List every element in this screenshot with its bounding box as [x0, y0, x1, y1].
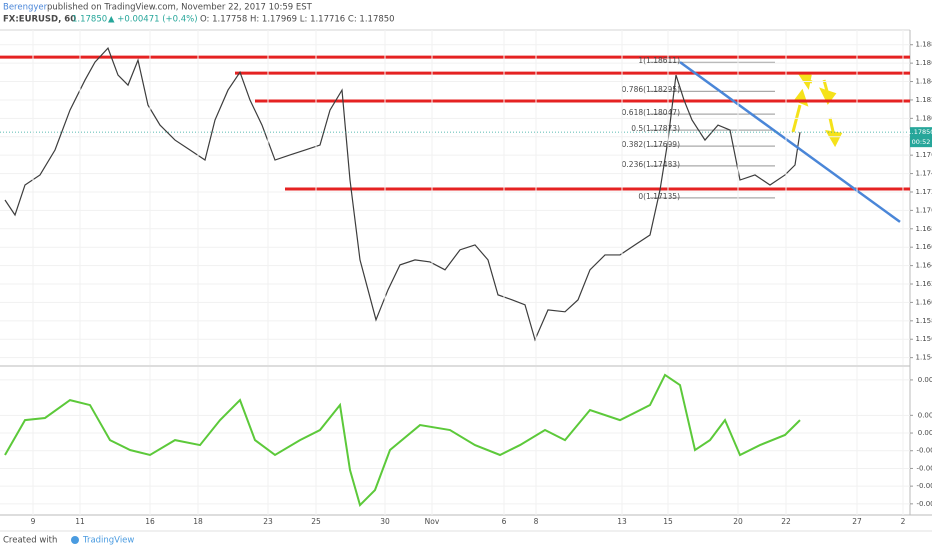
y-tick-label: 1.16400	[916, 262, 932, 270]
fib-label: 0.618(1.18047)	[622, 108, 680, 117]
logo	[71, 536, 79, 544]
x-tick-label: 15	[663, 517, 673, 526]
x-tick-label: 20	[733, 517, 743, 526]
x-tick-label: 2	[901, 517, 906, 526]
y-tick-label: 1.16200	[916, 280, 932, 288]
published: published on TradingView.com, November 2…	[47, 3, 313, 13]
x-tick-label: 23	[263, 517, 273, 526]
change: ▲ +0.00471 (+0.4%)	[108, 15, 198, 25]
y-tick-label: 1.17600	[916, 151, 932, 159]
symbol: FX:EURUSD, 60	[3, 15, 76, 25]
x-tick-label: 25	[311, 517, 321, 526]
arrow-head	[796, 71, 812, 90]
x-tick-label: 30	[380, 517, 390, 526]
price-tag-label: 1.17850	[908, 128, 932, 136]
x-tick-label: 27	[852, 517, 862, 526]
y-tick-label: 1.15400	[916, 354, 932, 362]
y-tick-label: 1.16600	[916, 243, 932, 251]
x-tick-label: 16	[145, 517, 155, 526]
y-tick-label: 0.0030	[918, 376, 932, 384]
x-tick-label: 13	[617, 517, 627, 526]
y-tick-label: -0.0010	[916, 447, 932, 455]
fib-label: 0.786(1.18295)	[622, 85, 680, 94]
fib-label: 0.236(1.17483)	[622, 160, 680, 169]
ohlc: O: 1.17758 H: 1.17969 L: 1.17716 C: 1.17…	[200, 15, 395, 25]
y-tick-label: -0.0040	[916, 500, 932, 508]
x-tick-label: 18	[193, 517, 203, 526]
y-tick-label: 1.15800	[916, 317, 932, 325]
y-tick-label: 1.18400	[916, 78, 932, 86]
y-tick-label: 1.18800	[916, 41, 932, 49]
fib-label: 0(1.17135)	[638, 192, 680, 201]
x-tick-label: 22	[781, 517, 791, 526]
y-tick-label: 1.17400	[916, 170, 932, 178]
x-tick-label: 11	[75, 517, 85, 526]
footer-created: Created with	[3, 536, 57, 546]
y-tick-label: 1.16800	[916, 225, 932, 233]
countdown: 00:52	[912, 138, 931, 146]
y-tick-label: -0.0030	[916, 482, 932, 490]
arrow-head	[825, 129, 843, 148]
y-tick-label: 1.17000	[916, 206, 932, 214]
fib-label: 0.382(1.17699)	[622, 140, 680, 149]
price-tag	[910, 127, 932, 148]
x-tick-label: 8	[534, 517, 539, 526]
x-tick-label: Nov	[425, 517, 440, 526]
y-tick-label: 1.16000	[916, 298, 932, 306]
y-tick-label: 0.0000	[918, 429, 932, 437]
y-tick-label: 1.17200	[916, 188, 932, 196]
series-line	[4, 373, 801, 507]
y-tick-label: 0.0010	[918, 411, 932, 419]
fib-label: 1(1.18611)	[638, 56, 680, 65]
x-tick-label: 6	[502, 517, 507, 526]
series-line	[4, 47, 801, 342]
y-tick-label: 1.15600	[916, 335, 932, 343]
fib-label: 0.5(1.17873)	[631, 124, 680, 133]
y-tick-label: -0.0020	[916, 464, 932, 472]
arrow-head	[819, 87, 837, 105]
author: Berengyer	[3, 3, 48, 13]
trend-line	[679, 61, 901, 223]
y-tick-label: 1.18200	[916, 96, 932, 104]
x-tick-label: 9	[31, 517, 36, 526]
y-tick-label: 1.18600	[916, 59, 932, 67]
last: 1.17850	[72, 15, 107, 25]
y-tick-label: 1.18000	[916, 114, 932, 122]
footer-brand: TradingView	[82, 536, 134, 546]
